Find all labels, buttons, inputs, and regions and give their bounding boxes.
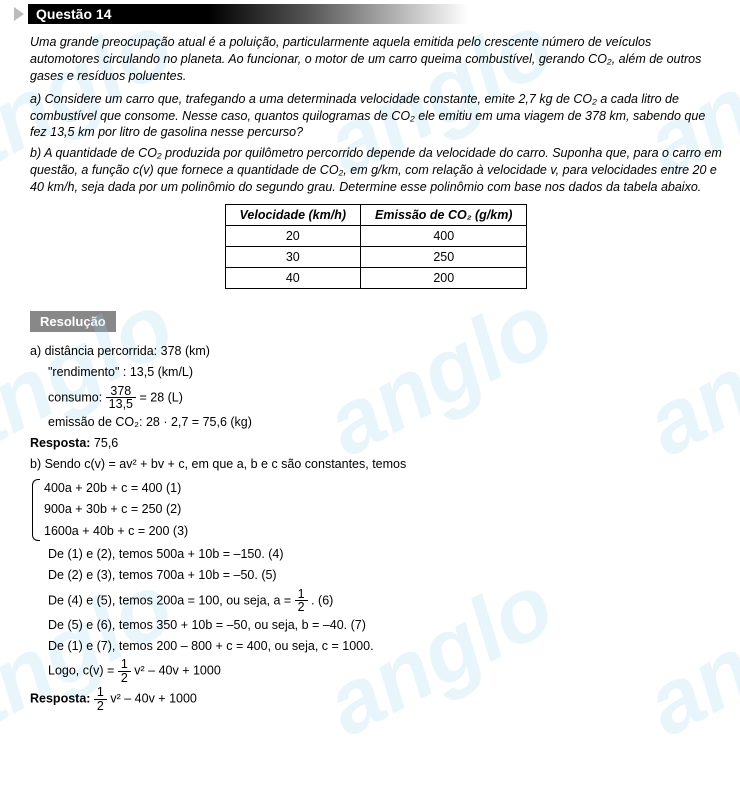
fraction: 37813,5	[106, 385, 136, 411]
sol-b-d1: De (1) e (2), temos 500a + 10b = –150. (…	[30, 545, 722, 564]
sol-b-logo: Logo, c(v) = 12 v² – 40v + 1000	[30, 658, 722, 684]
th-emission: Emissão de CO₂ (g/km)	[361, 204, 527, 225]
table-row: 40200	[225, 267, 527, 288]
table-row: 20400	[225, 225, 527, 246]
sol-a-line4: emissão de CO₂: 28 · 2,7 = 75,6 (kg)	[30, 413, 722, 432]
fraction: 12	[94, 686, 107, 712]
sol-b-d5: De (1) e (7), temos 200 – 800 + c = 400,…	[30, 637, 722, 656]
item-a: a) Considere um carro que, trafegando a …	[30, 91, 722, 142]
question-intro: Uma grande preocupação atual é a poluiçã…	[30, 34, 722, 85]
question-header: Questão 14	[14, 4, 722, 24]
sol-b-d2: De (2) e (3), temos 700a + 10b = –50. (5…	[30, 566, 722, 585]
sol-a-line1: a) distância percorrida: 378 (km)	[30, 342, 722, 361]
sol-a-line3: consumo: 37813,5 = 28 (L)	[30, 385, 722, 411]
equation-system: 400a + 20b + c = 400 (1) 900a + 30b + c …	[30, 479, 722, 541]
item-b: b) A quantidade de CO₂ produzida por qui…	[30, 145, 722, 196]
fraction: 12	[118, 658, 131, 684]
item-a-label: a)	[30, 92, 45, 106]
fraction: 12	[295, 588, 308, 614]
sol-b-d4: De (5) e (6), temos 350 + 10b = –50, ou …	[30, 616, 722, 635]
question-number-bar: Questão 14	[28, 4, 468, 24]
answer-b: Resposta: 12 v² – 40v + 1000	[30, 686, 722, 712]
answer-a: Resposta: 75,6	[30, 434, 722, 453]
table-header-row: Velocidade (km/h) Emissão de CO₂ (g/km)	[225, 204, 527, 225]
solution-a: a) distância percorrida: 378 (km) "rendi…	[30, 342, 722, 454]
solution-b: b) Sendo c(v) = av² + bv + c, em que a, …	[30, 455, 722, 712]
item-a-text: Considere um carro que, trafegando a uma…	[30, 92, 705, 140]
th-velocity: Velocidade (km/h)	[225, 204, 361, 225]
sol-b-d3: De (4) e (5), temos 200a = 100, ou seja,…	[30, 588, 722, 614]
sol-a-line2: "rendimento" : 13,5 (km/L)	[30, 363, 722, 382]
item-b-label: b)	[30, 146, 44, 160]
resolution-header: Resolução	[30, 311, 116, 332]
triangle-icon	[14, 7, 24, 21]
data-table: Velocidade (km/h) Emissão de CO₂ (g/km) …	[225, 204, 528, 289]
sol-b-line1: b) Sendo c(v) = av² + bv + c, em que a, …	[30, 455, 722, 474]
item-b-text: A quantidade de CO₂ produzida por quilôm…	[30, 146, 722, 194]
table-row: 30250	[225, 246, 527, 267]
